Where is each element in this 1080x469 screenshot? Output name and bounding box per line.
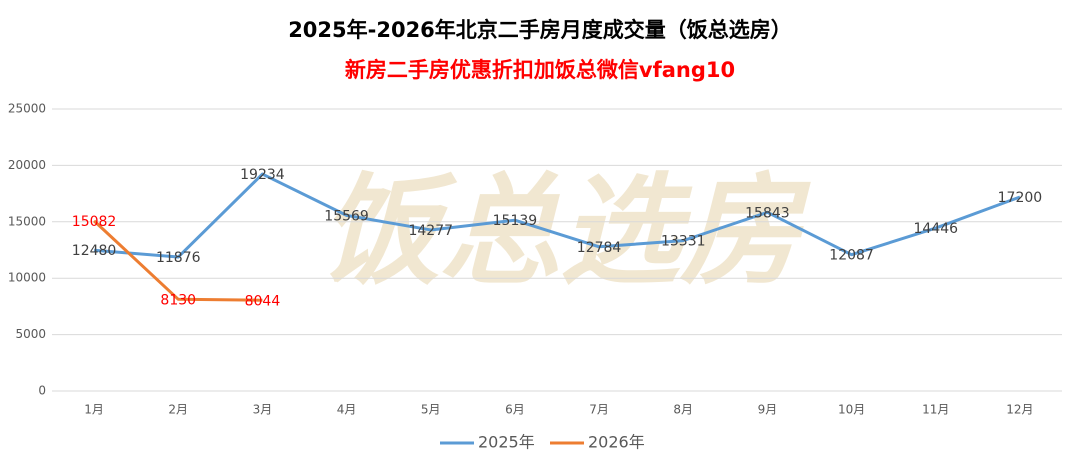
y-tick-label: 25000	[8, 102, 46, 116]
x-tick-label: 2月	[168, 403, 188, 417]
data-label: 15082	[72, 214, 117, 230]
x-tick-label: 1月	[84, 403, 104, 417]
y-tick-label: 5000	[15, 327, 46, 341]
data-label: 17200	[998, 190, 1043, 206]
series-line	[93, 172, 1021, 259]
y-tick-label: 10000	[8, 271, 46, 285]
x-tick-label: 6月	[505, 403, 525, 417]
y-tick-label: 20000	[8, 158, 46, 172]
x-tick-label: 5月	[421, 403, 441, 417]
data-label: 8044	[245, 293, 281, 309]
data-label: 13331	[661, 234, 706, 250]
x-tick-label: 10月	[838, 403, 865, 417]
y-tick-label: 15000	[8, 214, 46, 228]
data-label: 14446	[913, 221, 958, 237]
data-label: 14277	[408, 223, 453, 239]
data-label: 8130	[160, 292, 196, 308]
data-label: 12784	[577, 240, 622, 256]
data-label: 19234	[240, 167, 285, 183]
x-tick-label: 9月	[758, 403, 778, 417]
data-label: 11876	[156, 250, 201, 266]
x-tick-label: 11月	[922, 403, 949, 417]
watermark: 饭总选房	[320, 163, 811, 302]
x-tick-label: 12月	[1006, 403, 1033, 417]
data-label: 15843	[745, 205, 790, 221]
legend-label: 2026年	[588, 433, 645, 452]
data-label: 12087	[829, 248, 874, 264]
chart-subtitle: 新房二手房优惠折扣加饭总微信vfang10	[345, 58, 735, 82]
chart-title: 2025年-2026年北京二手房月度成交量（饭总选房）	[288, 18, 792, 42]
data-label: 15139	[493, 213, 538, 229]
y-tick-label: 0	[38, 384, 46, 398]
data-label: 12480	[72, 243, 117, 259]
x-tick-label: 8月	[673, 403, 693, 417]
x-tick-label: 4月	[337, 403, 357, 417]
legend-label: 2025年	[478, 433, 535, 452]
x-tick-label: 3月	[253, 403, 273, 417]
data-label: 15569	[324, 208, 369, 224]
x-tick-label: 7月	[589, 403, 609, 417]
series-line	[93, 219, 263, 302]
